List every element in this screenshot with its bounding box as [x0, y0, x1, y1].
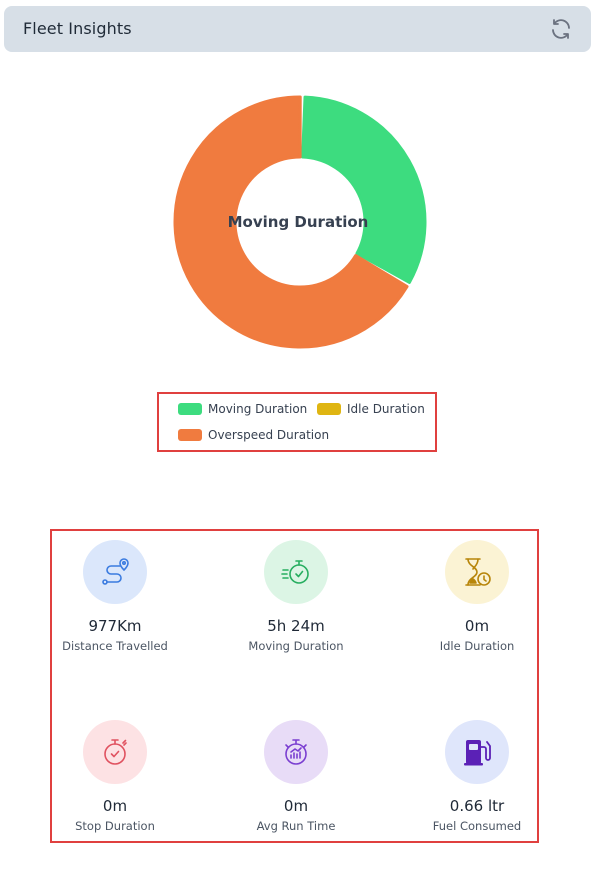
stat-value: 0.66 ltr [449, 797, 505, 815]
route-icon [102, 558, 129, 585]
stat-value: 0m [102, 797, 128, 815]
stat-icon-circle [83, 720, 147, 784]
stat-value: 0m [283, 797, 309, 815]
legend-label-idle: Idle Duration [347, 402, 425, 416]
stat-label: Distance Travelled [62, 639, 168, 653]
stat-fuel-consumed: 0.66 ltr Fuel Consumed [397, 720, 557, 833]
page-title: Fleet Insights [23, 19, 132, 38]
chart-legend: Moving Duration Idle Duration Overspeed … [157, 392, 437, 452]
stat-value: 5h 24m [267, 617, 325, 635]
legend-label-overspeed: Overspeed Duration [208, 428, 330, 442]
stats-panel: 977Km Distance Travelled 5h 24m Moving D… [50, 529, 539, 843]
stat-icon-circle [445, 540, 509, 604]
stat-icon-circle [264, 720, 328, 784]
run-timer-icon [285, 739, 307, 765]
stat-icon-circle [83, 540, 147, 604]
header-bar: Fleet Insights [4, 6, 591, 52]
stat-label: Idle Duration [439, 639, 515, 653]
stat-label: Moving Duration [248, 639, 344, 653]
legend-label-moving: Moving Duration [208, 402, 308, 416]
stat-label: Stop Duration [75, 819, 155, 833]
refresh-icon[interactable] [549, 17, 573, 41]
stat-idle-duration: 0m Idle Duration [397, 540, 557, 653]
stat-label: Avg Run Time [256, 819, 336, 833]
stat-stop-duration: 0m Stop Duration [35, 720, 195, 833]
stat-value: 977Km [88, 617, 142, 635]
stat-icon-circle [445, 720, 509, 784]
stat-icon-circle [264, 540, 328, 604]
fuel-pump-icon [464, 740, 491, 766]
stopwatch-icon [281, 560, 309, 584]
stat-value: 0m [464, 617, 490, 635]
stop-timer-icon [104, 739, 127, 765]
legend-swatch-overspeed [178, 429, 202, 441]
stat-moving-duration: 5h 24m Moving Duration [216, 540, 376, 653]
legend-swatch-idle [317, 403, 341, 415]
hourglass-clock-icon [465, 558, 491, 586]
stat-label: Fuel Consumed [432, 819, 522, 833]
donut-chart[interactable] [170, 92, 430, 352]
legend-item-moving[interactable]: Moving Duration [178, 402, 307, 416]
stat-avg-run-time: 0m Avg Run Time [216, 720, 376, 833]
stat-distance-travelled: 977Km Distance Travelled [35, 540, 195, 653]
legend-item-overspeed[interactable]: Overspeed Duration [178, 428, 329, 442]
legend-swatch-moving [178, 403, 202, 415]
donut-slice-overspeed-duration[interactable] [173, 95, 409, 349]
legend-item-idle[interactable]: Idle Duration [317, 402, 425, 416]
donut-slice-moving-duration[interactable] [301, 95, 427, 284]
